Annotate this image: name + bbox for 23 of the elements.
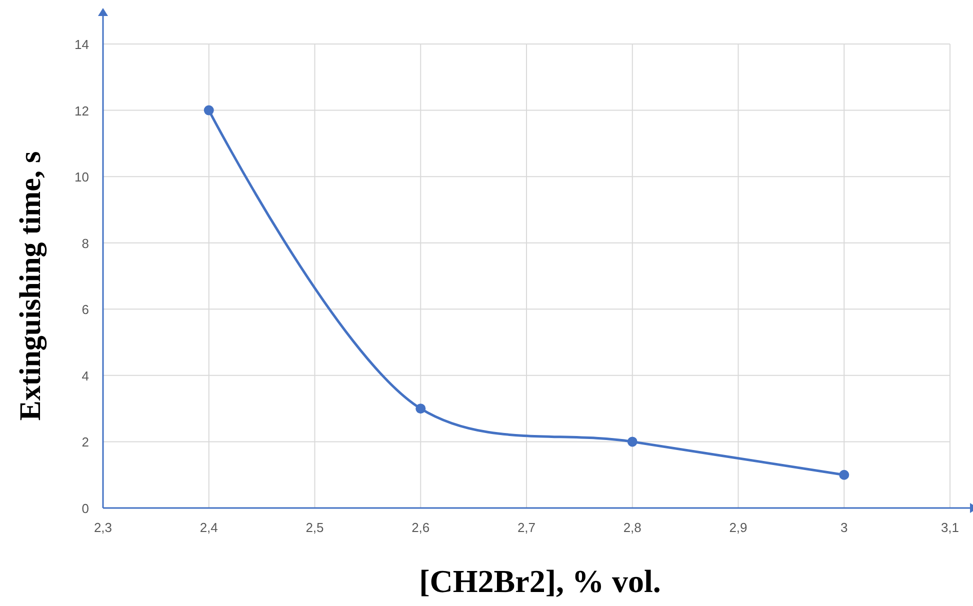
x-tick-label: 2,9: [729, 520, 748, 535]
y-tick-label: 6: [82, 302, 89, 318]
x-tick-label: 3,1: [940, 520, 960, 535]
y-tick-label: 0: [82, 501, 89, 516]
x-axis-title: [CH2Br2], % vol.: [419, 563, 661, 599]
y-tick-label: 4: [82, 368, 89, 384]
y-tick-label: 14: [74, 37, 89, 52]
x-tick-label: 2,3: [94, 520, 112, 535]
x-tick-label: 2,6: [412, 520, 430, 535]
y-axis-title: Extinguishing time, s: [14, 151, 47, 421]
x-tick-label: 2,7: [517, 520, 536, 535]
point: [839, 470, 850, 480]
point: [416, 404, 426, 414]
x-tick-label: 2,8: [623, 520, 642, 535]
y-tick-label: 12: [74, 103, 89, 118]
x-tick-label: 2,5: [306, 520, 324, 535]
point: [627, 436, 638, 447]
x-tick-label: 2,4: [200, 520, 218, 535]
y-tick-label: 8: [82, 236, 89, 251]
y-tick-label: 2: [82, 434, 89, 450]
y-tick-label: 10: [74, 170, 89, 185]
x-tick-label: 3: [840, 520, 848, 535]
point: [204, 105, 214, 116]
